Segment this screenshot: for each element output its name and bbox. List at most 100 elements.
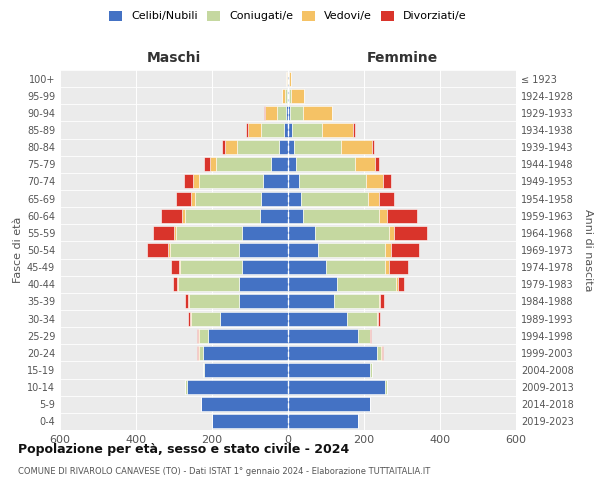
- Bar: [368, 192, 379, 205]
- Bar: [371, 140, 373, 154]
- Bar: [263, 174, 288, 188]
- Bar: [322, 123, 353, 137]
- Bar: [188, 294, 189, 308]
- Bar: [197, 346, 198, 360]
- Bar: [212, 414, 288, 428]
- Bar: [288, 208, 303, 222]
- Bar: [389, 226, 394, 240]
- Bar: [299, 174, 366, 188]
- Bar: [288, 346, 377, 360]
- Bar: [205, 158, 210, 172]
- Bar: [296, 158, 355, 172]
- Bar: [278, 140, 288, 154]
- Bar: [208, 328, 288, 342]
- Bar: [185, 294, 188, 308]
- Bar: [203, 363, 205, 377]
- Bar: [294, 140, 341, 154]
- Bar: [246, 123, 248, 137]
- Bar: [200, 398, 288, 411]
- Text: Maschi: Maschi: [147, 51, 201, 65]
- Bar: [161, 208, 182, 222]
- Bar: [176, 226, 242, 240]
- Bar: [376, 158, 379, 172]
- Bar: [288, 380, 385, 394]
- Bar: [185, 380, 187, 394]
- Bar: [289, 72, 290, 86]
- Bar: [188, 312, 190, 326]
- Bar: [187, 380, 288, 394]
- Text: Popolazione per età, sesso e stato civile - 2024: Popolazione per età, sesso e stato civil…: [18, 442, 349, 456]
- Bar: [226, 140, 236, 154]
- Bar: [182, 208, 185, 222]
- Bar: [379, 192, 394, 205]
- Bar: [288, 278, 337, 291]
- Bar: [174, 226, 176, 240]
- Bar: [288, 294, 334, 308]
- Bar: [288, 312, 347, 326]
- Bar: [394, 226, 427, 240]
- Bar: [370, 328, 371, 342]
- Bar: [271, 158, 288, 172]
- Bar: [301, 192, 368, 205]
- Bar: [385, 243, 391, 257]
- Bar: [191, 312, 220, 326]
- Bar: [170, 243, 239, 257]
- Legend: Celibi/Nubili, Coniugati/e, Vedovi/e, Divorziati/e: Celibi/Nubili, Coniugati/e, Vedovi/e, Di…: [109, 10, 467, 22]
- Bar: [239, 278, 288, 291]
- Bar: [177, 278, 178, 291]
- Bar: [185, 208, 260, 222]
- Bar: [210, 158, 216, 172]
- Bar: [389, 260, 408, 274]
- Bar: [288, 398, 370, 411]
- Bar: [379, 208, 387, 222]
- Bar: [358, 328, 370, 342]
- Bar: [397, 278, 398, 291]
- Bar: [319, 243, 385, 257]
- Bar: [303, 106, 332, 120]
- Bar: [288, 192, 301, 205]
- Bar: [287, 88, 288, 102]
- Bar: [287, 72, 288, 86]
- Bar: [282, 88, 285, 102]
- Bar: [290, 106, 303, 120]
- Bar: [314, 226, 389, 240]
- Bar: [291, 88, 304, 102]
- Bar: [385, 260, 389, 274]
- Bar: [378, 312, 380, 326]
- Bar: [216, 158, 271, 172]
- Bar: [172, 260, 179, 274]
- Bar: [292, 123, 322, 137]
- Bar: [288, 106, 290, 120]
- Bar: [288, 123, 292, 137]
- Bar: [179, 260, 180, 274]
- Y-axis label: Fasce di età: Fasce di età: [13, 217, 23, 283]
- Bar: [260, 208, 288, 222]
- Bar: [173, 278, 177, 291]
- Bar: [262, 192, 288, 205]
- Bar: [353, 123, 355, 137]
- Bar: [387, 208, 417, 222]
- Bar: [265, 106, 277, 120]
- Bar: [334, 294, 379, 308]
- Bar: [379, 294, 380, 308]
- Bar: [381, 346, 382, 360]
- Bar: [195, 192, 262, 205]
- Y-axis label: Anni di nascita: Anni di nascita: [583, 209, 593, 291]
- Bar: [236, 140, 278, 154]
- Bar: [337, 278, 396, 291]
- Bar: [286, 106, 288, 120]
- Bar: [239, 294, 288, 308]
- Bar: [385, 380, 387, 394]
- Bar: [377, 312, 378, 326]
- Bar: [288, 226, 314, 240]
- Bar: [198, 346, 199, 360]
- Bar: [184, 174, 193, 188]
- Bar: [286, 72, 287, 86]
- Bar: [326, 260, 385, 274]
- Bar: [377, 346, 381, 360]
- Bar: [288, 88, 289, 102]
- Bar: [288, 72, 289, 86]
- Bar: [180, 260, 242, 274]
- Bar: [193, 174, 199, 188]
- Bar: [288, 414, 358, 428]
